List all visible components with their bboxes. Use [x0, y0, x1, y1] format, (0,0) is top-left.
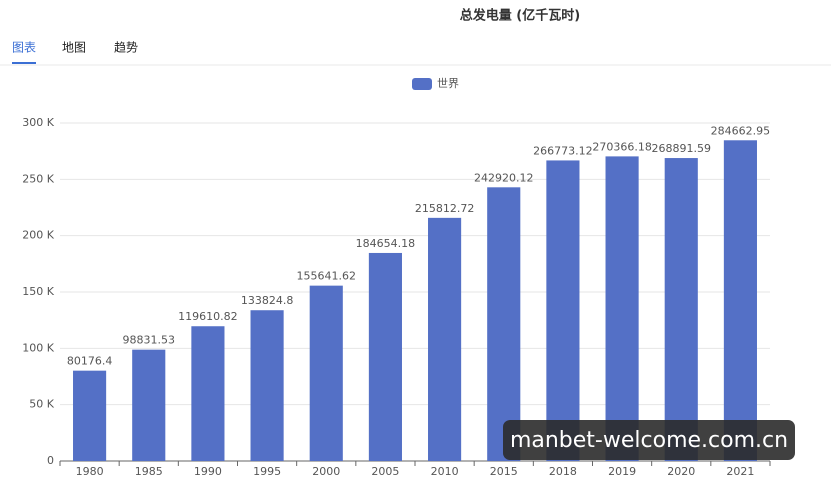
bar — [605, 156, 639, 461]
bar — [309, 285, 343, 461]
bar — [487, 187, 521, 461]
legend-swatch — [412, 78, 432, 90]
chart-title: 总发电量 (亿千瓦时) — [460, 8, 580, 24]
bar — [132, 349, 166, 461]
tab[interactable]: 图表 — [12, 41, 36, 55]
y-tick-label: 50 K — [29, 398, 54, 411]
x-tick-label: 2015 — [490, 465, 518, 478]
value-label: 266773.12 — [533, 144, 593, 157]
tab-indicator — [12, 62, 36, 64]
x-tick-label: 1985 — [135, 465, 163, 478]
x-tick-label: 1980 — [76, 465, 104, 478]
value-label: 119610.82 — [178, 310, 238, 323]
y-tick-label: 150 K — [22, 285, 54, 298]
value-label: 80176.4 — [67, 355, 113, 368]
watermark-box — [503, 420, 795, 460]
x-tick-label: 2000 — [312, 465, 340, 478]
value-label: 268891.59 — [652, 142, 712, 155]
tab[interactable]: 地图 — [62, 41, 86, 55]
x-tick-label: 1995 — [253, 465, 281, 478]
value-label: 242920.12 — [474, 171, 534, 184]
value-label: 98831.53 — [123, 334, 176, 347]
y-tick-label: 200 K — [22, 229, 54, 242]
bar — [723, 140, 757, 462]
watermark: manbet-welcome.com.cn — [510, 428, 788, 453]
bar — [250, 310, 284, 461]
x-tick-label: 2010 — [431, 465, 459, 478]
x-tick-label: 2021 — [726, 465, 754, 478]
bar — [191, 326, 225, 461]
y-tick-label: 300 K — [22, 116, 54, 129]
value-label: 215812.72 — [415, 202, 475, 215]
bar — [664, 158, 698, 461]
bar — [73, 370, 107, 461]
value-label: 133824.8 — [241, 294, 294, 307]
value-label: 155641.62 — [297, 270, 357, 283]
y-tick-label: 100 K — [22, 341, 54, 354]
y-tick-label: 250 K — [22, 172, 54, 185]
value-label: 270366.18 — [592, 140, 652, 153]
y-tick-label: 0 — [47, 454, 54, 467]
x-tick-label: 2018 — [549, 465, 577, 478]
bar — [368, 252, 402, 461]
x-tick-label: 1990 — [194, 465, 222, 478]
value-label: 284662.95 — [711, 124, 771, 137]
tab[interactable]: 趋势 — [114, 41, 138, 55]
legend-label: 世界 — [437, 77, 459, 90]
x-tick-label: 2005 — [371, 465, 399, 478]
value-label: 184654.18 — [356, 237, 416, 250]
plot: 0 50 K 100 K 150 K 200 K 250 K 300 K 世界 1980 1985… — [22, 77, 771, 478]
x-tick-label: 2020 — [667, 465, 695, 478]
bar — [546, 160, 580, 462]
bar — [428, 217, 462, 461]
x-tick-label: 2019 — [608, 465, 636, 478]
